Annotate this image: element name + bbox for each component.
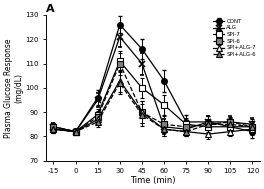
X-axis label: Time (min): Time (min) [130, 176, 176, 185]
Text: A: A [46, 4, 55, 14]
Y-axis label: Plasma Glucose Response
(mg/dL): Plasma Glucose Response (mg/dL) [4, 38, 23, 138]
Legend: CONT, ALG, SPI-7, SPI-6, SPI+ALG-7, SPI+ALG-6: CONT, ALG, SPI-7, SPI-6, SPI+ALG-7, SPI+… [212, 18, 257, 58]
